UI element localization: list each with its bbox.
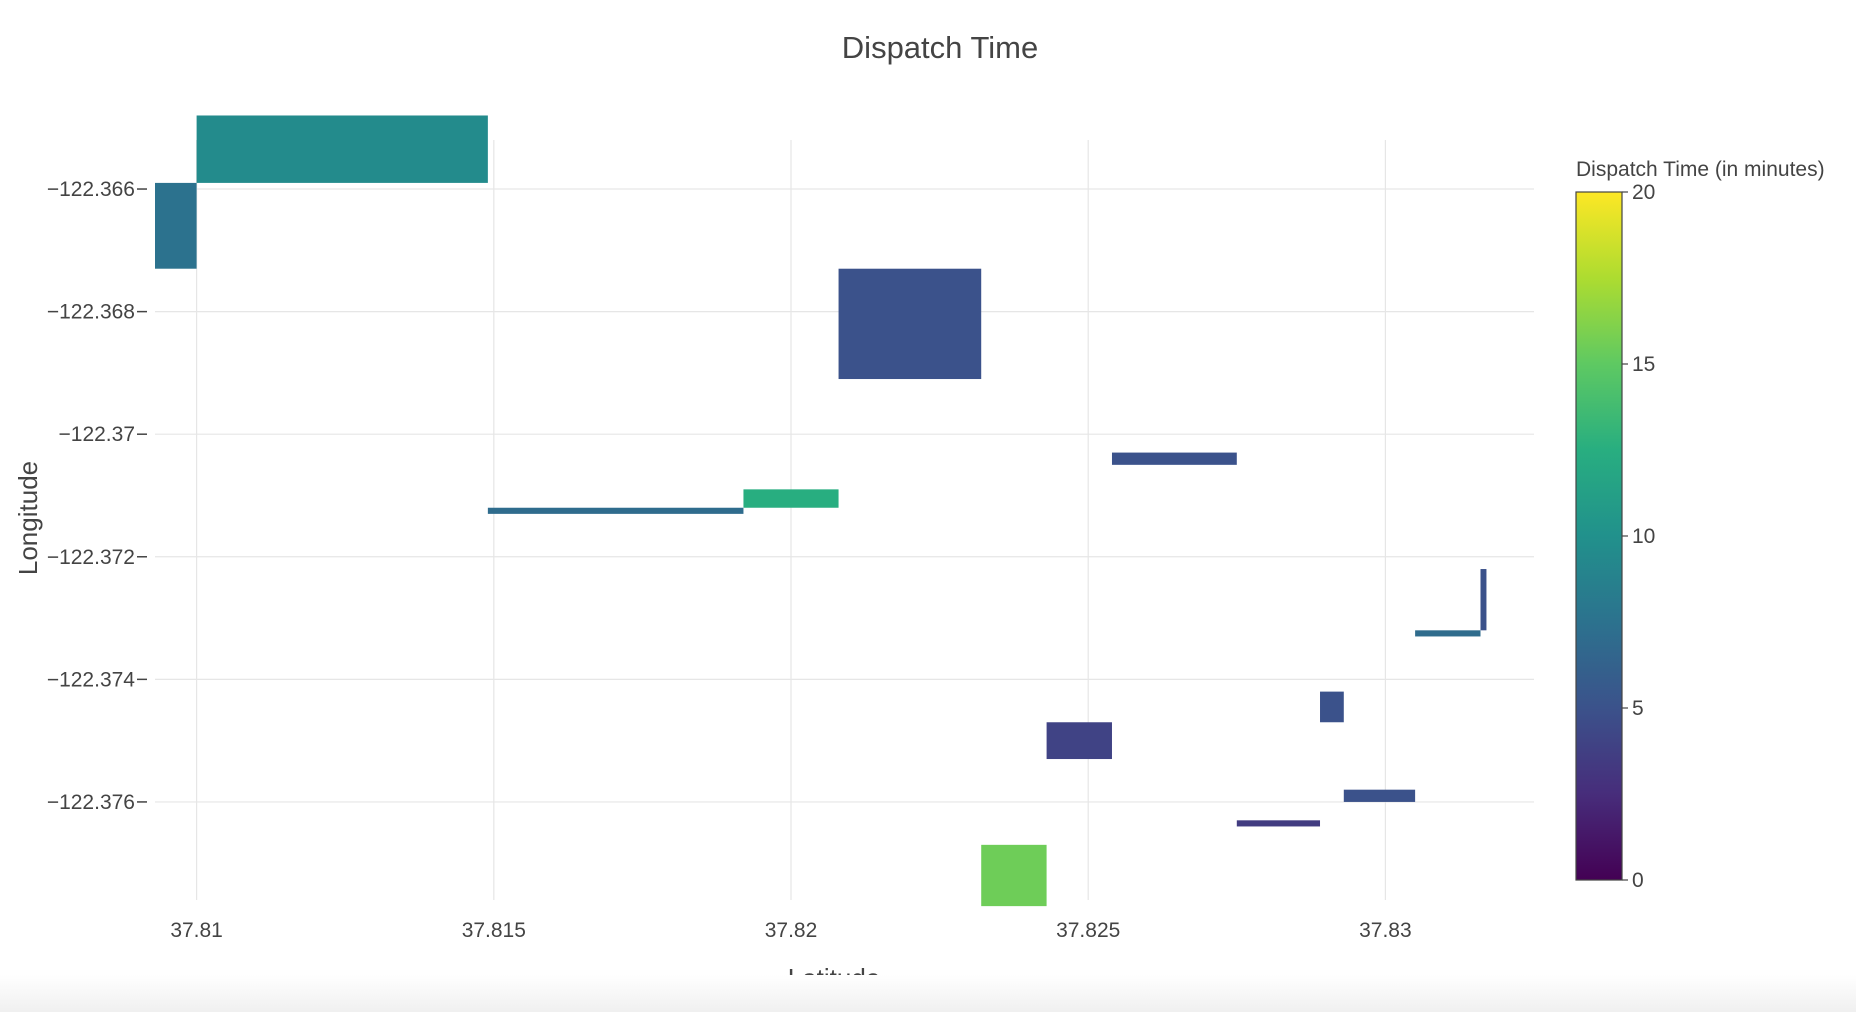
y-tick-label: −122.366	[47, 178, 135, 201]
y-tick-label: −122.368	[47, 301, 135, 324]
heatmap-cell[interactable]	[981, 844, 1047, 907]
bottom-edge	[0, 975, 1856, 1012]
heatmap-cell[interactable]	[1320, 691, 1344, 723]
chart-title: Dispatch Time	[842, 30, 1038, 65]
y-tick-label: −122.376	[47, 791, 135, 814]
x-tick-label: 37.815	[462, 919, 526, 942]
colorbar-title: Dispatch Time (in minutes)	[1576, 158, 1825, 181]
heatmap-cell[interactable]	[1111, 452, 1237, 465]
colorbar: Dispatch Time (in minutes) 0 5 10 15 20	[1575, 158, 1825, 892]
heatmap-cell[interactable]	[1415, 630, 1481, 637]
colorbar-tick-label: 10	[1632, 525, 1655, 548]
heatmap-cell[interactable]	[1236, 820, 1321, 827]
y-tick-label: −122.37	[59, 423, 136, 446]
heatmap-cell[interactable]	[1480, 569, 1487, 631]
x-axis-ticks: 37.81 37.815 37.82 37.825 37.83	[170, 919, 1411, 942]
x-tick-label: 37.81	[170, 919, 223, 942]
heatmap-cell[interactable]	[743, 489, 839, 508]
heatmap-cells	[155, 115, 1487, 907]
heatmap-cell[interactable]	[487, 507, 744, 514]
y-tick-label: −122.374	[47, 668, 135, 691]
grid-lines	[155, 140, 1534, 900]
x-tick-label: 37.82	[765, 919, 818, 942]
colorbar-tick-label: 15	[1632, 353, 1655, 376]
colorbar-ticks: 0 5 10 15 20	[1622, 181, 1655, 892]
heatmap-cell[interactable]	[1046, 722, 1112, 760]
heatmap-cell[interactable]	[1343, 789, 1416, 802]
heatmap-cell[interactable]	[155, 182, 197, 269]
x-tick-label: 37.825	[1056, 919, 1120, 942]
y-tick-label: −122.372	[47, 546, 135, 569]
y-axis-ticks: −122.366 −122.368 −122.37 −122.372 −122.374 −…	[47, 178, 147, 814]
x-tick-label: 37.83	[1359, 919, 1412, 942]
colorbar-tick-label: 5	[1632, 697, 1644, 720]
colorbar-tick-label: 20	[1632, 181, 1655, 204]
colorbar-tick-label: 0	[1632, 869, 1644, 892]
heatmap-cell[interactable]	[838, 268, 982, 380]
y-axis-label: Longitude	[13, 461, 43, 575]
heatmap-cell[interactable]	[196, 115, 488, 183]
colorbar-gradient	[1575, 191, 1623, 881]
